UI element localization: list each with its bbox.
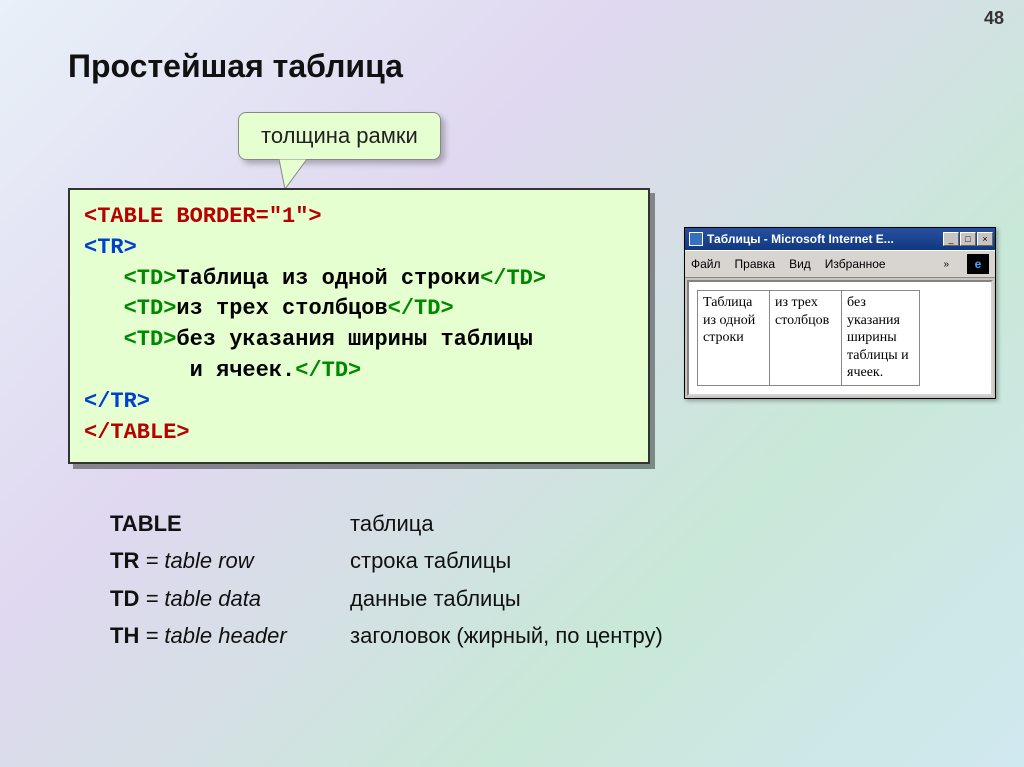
code-tr-close: </TR> xyxy=(84,389,150,414)
legend-desc-tr: строка таблицы xyxy=(350,542,511,579)
slide-title: Простейшая таблица xyxy=(68,48,403,85)
code-block: <TABLE BORDER="1"> <TR> <TD>Таблица из о… xyxy=(68,188,650,464)
table-cell-3: без указания ширины таблицы и ячеек. xyxy=(842,291,920,386)
callout-wrap: толщина рамки xyxy=(238,112,441,160)
ie-title-text: Таблицы - Microsoft Internet E... xyxy=(707,232,943,246)
table-cell-2: из трех столбцов xyxy=(770,291,842,386)
menu-overflow-icon[interactable]: » xyxy=(943,259,949,270)
ie-window: Таблицы - Microsoft Internet E... _ □ × … xyxy=(684,227,996,399)
legend-desc-table: таблица xyxy=(350,505,434,542)
code-tr-open: <TR> xyxy=(84,235,137,260)
legend-term-th: TH = table header xyxy=(110,617,350,654)
legend-term-td: TD = table data xyxy=(110,580,350,617)
ie-window-buttons: _ □ × xyxy=(943,232,993,246)
legend-row: TH = table header заголовок (жирный, по … xyxy=(110,617,663,654)
menu-view[interactable]: Вид xyxy=(789,257,811,271)
ie-content-area: Таблица из одной строки из трех столбцов… xyxy=(687,280,993,396)
code-td-close-2: </TD> xyxy=(388,296,454,321)
code-td-close-3: </TD> xyxy=(295,358,361,383)
table-row: Таблица из одной строки из трех столбцов… xyxy=(698,291,920,386)
code-text-2: из трех столбцов xyxy=(176,296,387,321)
legend-term-tr: TR = table row xyxy=(110,542,350,579)
rendered-table: Таблица из одной строки из трех столбцов… xyxy=(697,290,920,386)
ie-app-icon xyxy=(689,232,703,246)
code-td-open-1: <TD> xyxy=(124,266,177,291)
menu-edit[interactable]: Правка xyxy=(735,257,776,271)
ie-logo-icon: e xyxy=(967,254,989,274)
legend-row: TABLE таблица xyxy=(110,505,663,542)
code-text-3a: без указания ширины таблицы xyxy=(176,327,532,352)
code-text-1: Таблица из одной строки xyxy=(176,266,480,291)
callout-text: толщина рамки xyxy=(261,123,418,148)
code-table-open: <TABLE BORDER="1"> xyxy=(84,204,322,229)
legend-term-table: TABLE xyxy=(110,505,350,542)
ie-titlebar: Таблицы - Microsoft Internet E... _ □ × xyxy=(685,228,995,250)
page-number: 48 xyxy=(984,8,1004,29)
menu-favorites[interactable]: Избранное xyxy=(825,257,886,271)
code-td-open-3: <TD> xyxy=(124,327,177,352)
maximize-button[interactable]: □ xyxy=(960,232,976,246)
minimize-button[interactable]: _ xyxy=(943,232,959,246)
callout-box: толщина рамки xyxy=(238,112,441,160)
menu-file[interactable]: Файл xyxy=(691,257,721,271)
code-text-3b: и ячеек. xyxy=(190,358,296,383)
close-button[interactable]: × xyxy=(977,232,993,246)
legend-row: TD = table data данные таблицы xyxy=(110,580,663,617)
code-td-close-1: </TD> xyxy=(480,266,546,291)
legend-block: TABLE таблица TR = table row строка табл… xyxy=(110,505,663,655)
code-table-close: </TABLE> xyxy=(84,420,190,445)
legend-row: TR = table row строка таблицы xyxy=(110,542,663,579)
legend-desc-td: данные таблицы xyxy=(350,580,521,617)
ie-menubar: Файл Правка Вид Избранное » e xyxy=(685,250,995,278)
legend-desc-th: заголовок (жирный, по центру) xyxy=(350,617,663,654)
table-cell-1: Таблица из одной строки xyxy=(698,291,770,386)
code-td-open-2: <TD> xyxy=(124,296,177,321)
